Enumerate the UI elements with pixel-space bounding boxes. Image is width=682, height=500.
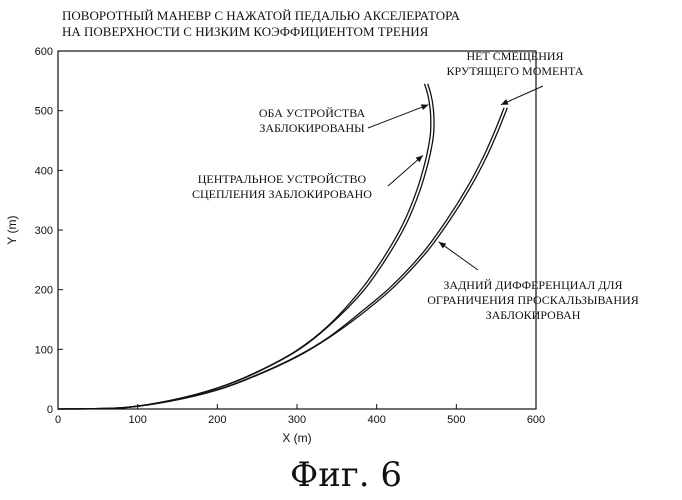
y-tick-label: 100 — [35, 344, 53, 356]
x-tick-label: 300 — [288, 414, 306, 426]
chart-title: ПОВОРОТНЫЙ МАНЕВР С НАЖАТОЙ ПЕДАЛЬЮ АКСЕ… — [62, 8, 461, 39]
y-tick-label: 0 — [47, 404, 53, 416]
y-tick-label: 200 — [35, 285, 53, 297]
annotation-arrow — [439, 242, 478, 270]
x-tick-label: 100 — [128, 414, 146, 426]
x-tick-label: 0 — [55, 414, 61, 426]
annotation-text: ОГРАНИЧЕНИЯ ПРОСКАЛЬЗЫВАНИЯ — [427, 293, 638, 307]
plot-frame — [58, 51, 536, 409]
x-axis-label: X (m) — [282, 431, 311, 445]
annotation-text: ОБА УСТРОЙСТВА — [259, 106, 366, 120]
title-line: НА ПОВЕРХНОСТИ С НИЗКИМ КОЭФФИЦИЕНТОМ ТР… — [62, 24, 429, 39]
annotation-text: ЗАБЛОКИРОВАНЫ — [259, 121, 365, 135]
y-tick-label: 600 — [35, 46, 53, 58]
x-tick-label: 600 — [527, 414, 545, 426]
annotation-text: ЗАДНИЙ ДИФФЕРЕНЦИАЛ ДЛЯ — [443, 278, 622, 292]
y-ticks: 0 100 200 300 400 500 600 — [35, 46, 63, 416]
figure-caption: Фиг. 6 — [290, 455, 402, 495]
annotation-arrowhead — [421, 104, 429, 110]
series-line — [58, 84, 431, 409]
annotation-text: СЦЕПЛЕНИЯ ЗАБЛОКИРОВАНО — [192, 187, 372, 201]
title-line: ПОВОРОТНЫЙ МАНЕВР С НАЖАТОЙ ПЕДАЛЬЮ АКСЕ… — [62, 8, 461, 23]
y-tick-label: 300 — [35, 225, 53, 237]
x-tick-label: 200 — [208, 414, 226, 426]
y-axis-label: Y (m) — [5, 215, 19, 244]
series-line — [59, 84, 435, 409]
y-tick-label: 400 — [35, 165, 53, 177]
annotations: ОБА УСТРОЙСТВАЗАБЛОКИРОВАНЫ ЦЕНТРАЛЬНОЕ У… — [192, 49, 639, 322]
series-line — [59, 108, 508, 409]
series-line — [58, 108, 505, 409]
annotation-text: ЗАБЛОКИРОВАН — [486, 308, 581, 322]
annotation-arrowhead — [439, 242, 446, 249]
y-tick-label: 500 — [35, 106, 53, 118]
annotation-arrow — [368, 105, 428, 128]
x-tick-label: 500 — [447, 414, 465, 426]
annotation-text: ЦЕНТРАЛЬНОЕ УСТРОЙСТВО — [198, 172, 367, 186]
annotation-text: НЕТ СМЕЩЕНИЯ — [466, 49, 563, 63]
annotation-text: КРУТЯЩЕГО МОМЕНТА — [447, 64, 584, 78]
x-tick-label: 400 — [367, 414, 385, 426]
